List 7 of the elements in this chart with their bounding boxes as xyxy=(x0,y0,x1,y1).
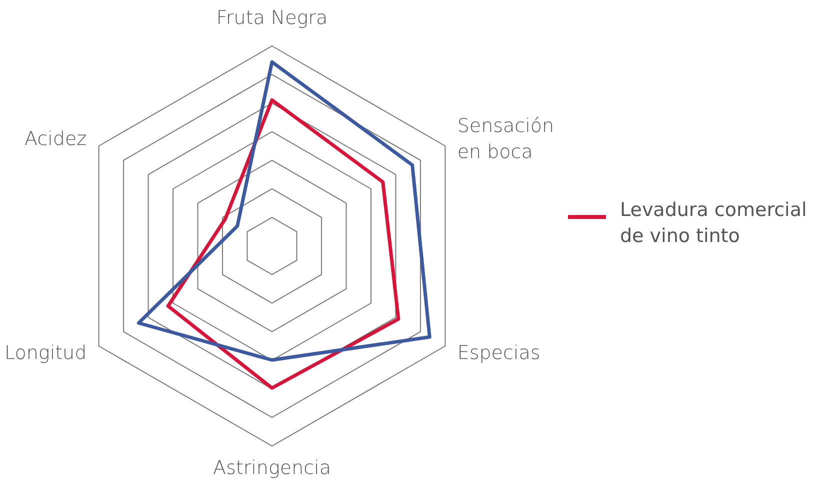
spoke-label: Longitud xyxy=(4,342,87,364)
spoke-label: Astringencia xyxy=(213,457,331,479)
spoke-label: Acidez xyxy=(24,128,87,150)
spoke-label: Fruta Negra xyxy=(216,7,328,29)
spoke-label: Sensación en boca xyxy=(457,115,554,163)
legend-label: Levadura comercial de vino tinto xyxy=(620,199,807,247)
spoke-label: Especias xyxy=(457,342,540,364)
